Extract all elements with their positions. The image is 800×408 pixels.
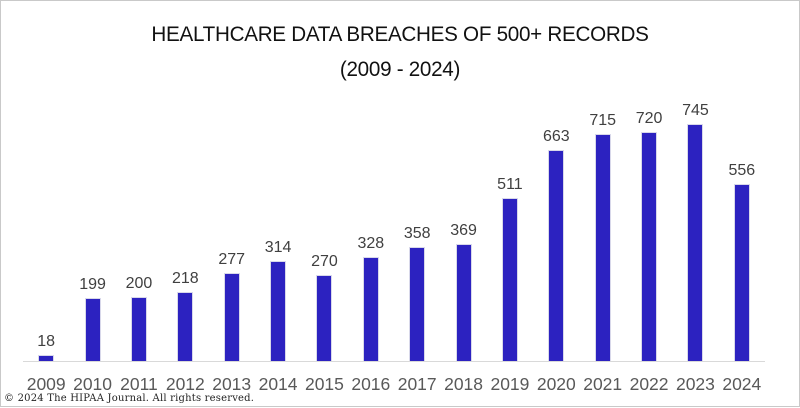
bar-value-label: 328 xyxy=(357,235,385,252)
bar-column: 328 xyxy=(348,235,394,361)
bar-column: 314 xyxy=(255,239,301,361)
bar-column: 663 xyxy=(533,128,579,361)
x-axis-tick-label: 2015 xyxy=(304,374,344,394)
bar-value-label: 270 xyxy=(311,253,338,270)
bar-value-label: 358 xyxy=(403,225,431,242)
bar-column: 200 xyxy=(116,275,162,361)
bar xyxy=(177,292,194,361)
bar xyxy=(548,150,565,361)
bar xyxy=(223,273,240,361)
bar xyxy=(316,275,333,361)
bar xyxy=(270,261,287,361)
bar xyxy=(455,244,472,361)
bar-value-label: 556 xyxy=(728,162,756,179)
x-axis-tick-label: 2017 xyxy=(397,374,437,394)
bar-value-label: 715 xyxy=(589,112,617,129)
bar-value-label: 277 xyxy=(218,251,246,268)
bar-value-label: 663 xyxy=(542,128,570,145)
x-axis-tick-label: 2022 xyxy=(629,374,669,394)
bar-column: 218 xyxy=(162,270,208,361)
x-axis-tick-label: 2011 xyxy=(120,374,158,394)
chart-title-block: HEALTHCARE DATA BREACHES OF 500+ RECORDS… xyxy=(1,17,799,87)
bar-column: 199 xyxy=(69,276,115,361)
x-axis-tick-label: 2023 xyxy=(675,374,715,394)
x-axis-tick-label: 2021 xyxy=(583,374,623,394)
bar-value-label: 18 xyxy=(37,333,56,350)
bar xyxy=(733,184,750,361)
bar-column: 277 xyxy=(209,251,255,361)
x-axis-tick-label: 2012 xyxy=(165,374,205,394)
chart-subtitle: (2009 - 2024) xyxy=(339,57,461,81)
x-axis-tick-label: 2020 xyxy=(536,374,576,394)
bar-column: 369 xyxy=(440,222,486,361)
bar xyxy=(38,355,55,361)
x-axis-tick-label: 2013 xyxy=(212,374,252,394)
bar xyxy=(409,247,426,361)
bar-value-label: 199 xyxy=(79,276,106,293)
bar xyxy=(687,124,704,361)
bar-value-label: 200 xyxy=(125,275,153,292)
bar xyxy=(130,297,147,361)
x-axis-tick-label: 2019 xyxy=(490,374,530,394)
bar-column: 18 xyxy=(23,333,69,361)
bar xyxy=(641,132,658,361)
copyright-notice: © 2024 The HIPAA Journal. All rights res… xyxy=(4,393,255,404)
bar-column: 358 xyxy=(394,225,440,361)
bar-value-label: 218 xyxy=(171,270,199,287)
x-axis-tick-label: 2024 xyxy=(722,374,762,394)
bar-value-label: 720 xyxy=(635,110,663,127)
bar-column: 720 xyxy=(626,110,672,361)
bar-column: 511 xyxy=(487,176,533,361)
x-axis-labels: 2009 2010 2011 2012 2013 2014 2015 2016 2017 2018… xyxy=(23,374,765,395)
bar xyxy=(84,298,101,361)
bar-value-label: 745 xyxy=(682,102,709,119)
plot-area: 18 199 200 218 277 314 270 328 358 369 511 663 715 72… xyxy=(23,93,765,362)
plot-wrap: 18 199 200 218 277 314 270 328 358 369 511 663 715 72… xyxy=(23,1,765,408)
x-axis-tick-label: 2010 xyxy=(73,374,113,394)
bar-column: 270 xyxy=(301,253,347,361)
bar-value-label: 369 xyxy=(450,222,477,239)
bar-value-label: 511 xyxy=(497,176,523,193)
bar-column: 715 xyxy=(580,112,626,361)
x-axis-tick-label: 2018 xyxy=(444,374,484,394)
bar xyxy=(362,257,379,361)
bar-column: 556 xyxy=(719,162,765,361)
x-axis-tick-label: 2014 xyxy=(258,374,298,394)
x-axis-tick-label: 2016 xyxy=(351,374,391,394)
bar xyxy=(501,198,518,361)
bar xyxy=(594,134,611,361)
chart-title: HEALTHCARE DATA BREACHES OF 500+ RECORDS xyxy=(151,22,649,46)
bar-value-label: 314 xyxy=(264,239,292,256)
bar-column: 745 xyxy=(672,102,718,361)
x-axis-tick-label: 2009 xyxy=(26,374,66,394)
